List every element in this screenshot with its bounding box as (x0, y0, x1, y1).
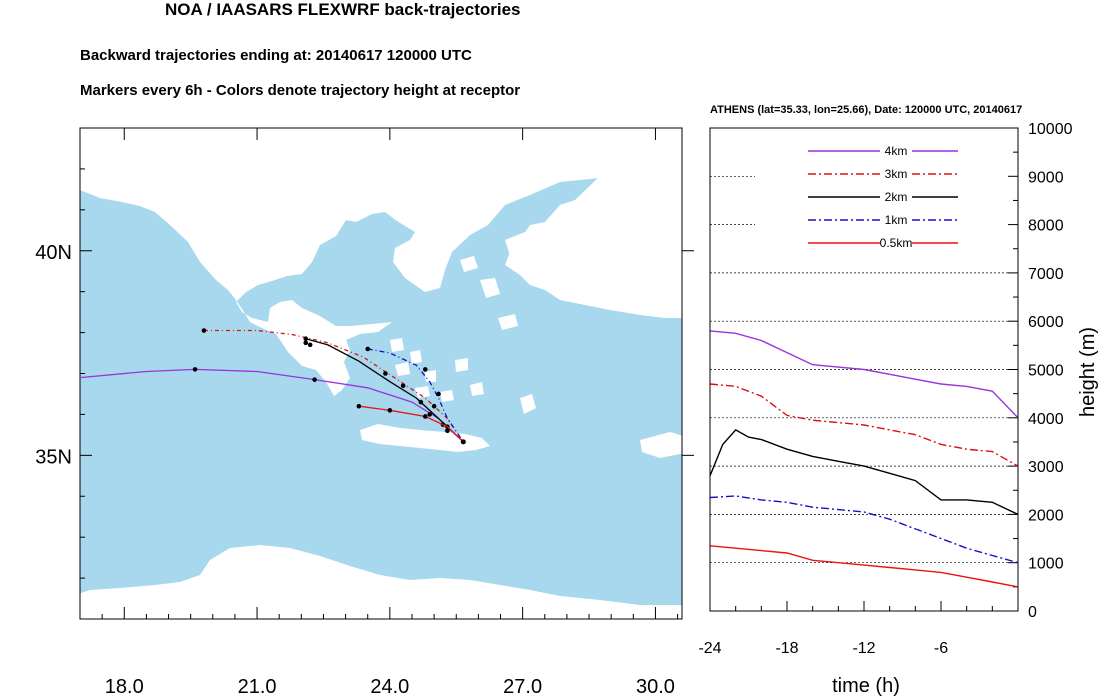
map-y-tick-label: 40N (35, 242, 72, 264)
height-y-tick-label: 8000 (1028, 218, 1064, 235)
height-x-axis-label: time (h) (832, 675, 900, 697)
main-title: NOA / IAASARS FLEXWRF back-trajectories (165, 0, 521, 19)
height-axis-ticks: 0 1000 2000 3000 4000 5000 6000 7000 8000 9000 100… (698, 121, 1072, 657)
height-legend: 4km 3km 2km 1km 0.5km (808, 144, 958, 250)
height-panel: ATHENS (lat=35.33, lon=25.66), Date: 120… (698, 104, 1099, 697)
height-y-tick-label: 0 (1028, 604, 1037, 621)
trajectory-marker (356, 403, 362, 409)
land-crete (360, 424, 490, 452)
receptor-point (460, 439, 466, 445)
trajectory-marker (307, 342, 313, 348)
trajectory-marker (445, 428, 450, 434)
height-x-tick-label: -24 (698, 640, 721, 657)
trajectory-1km (367, 348, 464, 443)
land-mainland-north (80, 128, 682, 396)
height-y-tick-label: 3000 (1028, 459, 1064, 476)
subtitle-ending-time: Backward trajectories ending at: 2014061… (80, 47, 472, 64)
height-x-tick-label: -6 (934, 640, 948, 657)
height-line-2km (709, 429, 1019, 516)
legend-label: 1km (885, 213, 908, 227)
land-cyclades (390, 338, 484, 402)
legend-label: 3km (885, 167, 908, 181)
land-north-africa (80, 545, 682, 619)
height-y-tick-label: 6000 (1028, 314, 1064, 331)
height-line-0_5km (709, 545, 1019, 588)
height-y-tick-label: 10000 (1028, 121, 1073, 138)
land-cyprus (640, 432, 682, 458)
trajectory-marker (192, 367, 198, 372)
trajectory-marker (427, 412, 432, 417)
map-panel: 18.0 21.0 24.0 27.0 30.0 35N 40N (35, 127, 694, 698)
height-x-tick-label: -12 (852, 640, 875, 657)
height-y-tick-label: 1000 (1028, 556, 1064, 573)
trajectory-marker (201, 328, 207, 333)
trajectory-marker (387, 408, 393, 413)
trajectory-marker (365, 346, 371, 352)
height-line-1km (709, 495, 1019, 564)
height-y-tick-label: 4000 (1028, 411, 1064, 428)
height-line-4km (709, 330, 1019, 419)
map-x-tick-label: 21.0 (238, 676, 277, 698)
legend-label: 0.5km (880, 236, 913, 250)
map-x-tick-label: 30.0 (636, 676, 675, 698)
subtitle-markers-note: Markers every 6h - Colors denote traject… (80, 82, 521, 99)
land-rhodes (520, 394, 536, 414)
height-y-tick-label: 9000 (1028, 169, 1064, 186)
height-x-tick-label: -18 (775, 640, 798, 657)
height-gridlines (710, 175, 1018, 564)
map-axis-ticks: 18.0 21.0 24.0 27.0 30.0 35N 40N (35, 128, 694, 698)
trajectory-marker (422, 414, 428, 419)
height-y-tick-label: 7000 (1028, 266, 1064, 283)
map-y-tick-label: 35N (35, 446, 72, 468)
trajectory-marker (383, 371, 388, 376)
map-land (80, 128, 682, 619)
trajectory-marker (312, 377, 317, 382)
height-y-axis-label: height (m) (1077, 327, 1099, 417)
height-series-lines (709, 330, 1019, 588)
map-x-tick-label: 24.0 (370, 676, 409, 698)
land-anatolia (505, 176, 682, 318)
trajectory-marker (418, 399, 424, 405)
trajectory-marker (303, 340, 309, 346)
trajectory-marker (431, 403, 437, 409)
legend-label: 2km (885, 190, 908, 204)
trajectory-marker (303, 336, 309, 342)
map-trajectories (80, 328, 466, 445)
map-x-tick-label: 27.0 (503, 676, 542, 698)
trajectory-marker (436, 391, 441, 397)
height-line-3km (709, 383, 1019, 467)
trajectory-marker (422, 367, 428, 372)
map-x-tick-label: 18.0 (105, 676, 144, 698)
height-y-tick-label: 5000 (1028, 363, 1064, 380)
legend-label: 4km (885, 144, 908, 158)
trajectory-2km (305, 338, 464, 443)
height-y-tick-label: 2000 (1028, 507, 1064, 524)
trajectory-marker (400, 383, 406, 389)
height-panel-title: ATHENS (lat=35.33, lon=25.66), Date: 120… (710, 104, 1022, 116)
land-aegean-islands-east (460, 232, 540, 330)
height-frame (709, 127, 1019, 612)
